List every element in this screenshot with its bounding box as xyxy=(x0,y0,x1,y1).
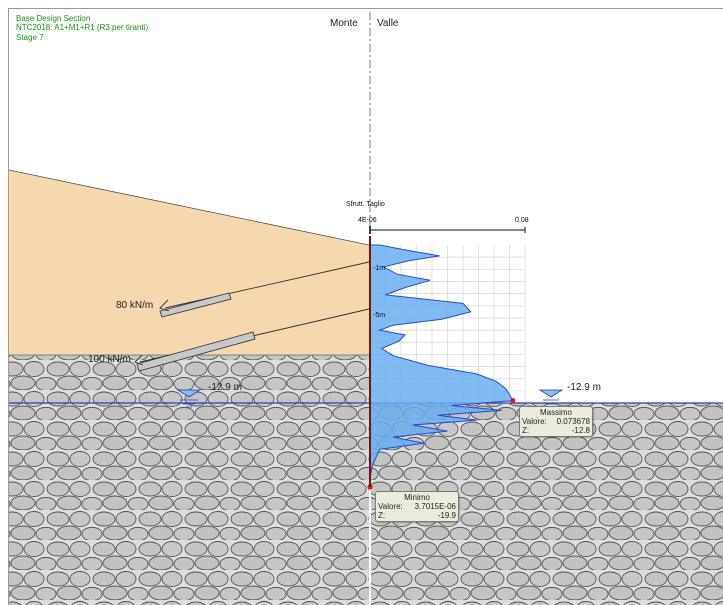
anchor-lower-label: 100 kN/m xyxy=(88,354,131,365)
diagram-point-massimo xyxy=(510,398,516,404)
header-section-name: Base Design Section xyxy=(16,14,91,23)
header-stage: Stage 7 xyxy=(16,33,44,42)
water-level-label-left: -12.9 m xyxy=(208,382,242,393)
anchor-upper-tendon xyxy=(164,261,370,309)
min-callout-title: Minimo xyxy=(404,493,430,502)
max-callout-value: 0.073678 xyxy=(556,417,590,426)
diagram-depth-label-5m: -5m xyxy=(373,312,386,319)
diagram-area-series xyxy=(369,244,514,487)
diagram-depth-label-1m: -1m xyxy=(373,265,386,272)
min-callout-z: -19.9 xyxy=(437,511,456,520)
anchor-upper-arrow xyxy=(159,299,170,312)
water-symbol-right xyxy=(538,389,564,405)
diagram-title: Sfrutt. Taglio xyxy=(346,201,385,208)
max-callout-z-label: Z xyxy=(522,426,527,435)
ground-surface-line xyxy=(8,169,370,246)
min-callout-value-label: Valore: xyxy=(378,502,403,511)
soil-layer xyxy=(9,170,369,355)
shear-utilization-diagram xyxy=(367,226,526,490)
min-callout-value: 3.7015E-06 xyxy=(414,502,456,511)
max-callout-value-label: Valore: xyxy=(522,417,547,426)
min-value-callout: Minimo Valore: 3.7015E-06 Z: -19.9 xyxy=(375,491,459,522)
side-label-valle: Valle xyxy=(377,18,399,29)
min-callout-z-label: Z xyxy=(378,511,383,520)
header-combination: NTC2018: A1+M1+R1 (R3 per tiranti) xyxy=(16,23,149,32)
frame xyxy=(8,8,723,605)
diagram-axis-min: 4E-06 xyxy=(358,217,377,224)
anchor-lower-arrow xyxy=(134,354,144,366)
anchor-lower-bulb xyxy=(136,331,256,372)
max-value-callout: Massimo Valore: 0.073678 Z: -12.8 xyxy=(519,406,593,437)
anchor-upper-label: 80 kN/m xyxy=(116,300,154,311)
anchor-upper-bulb xyxy=(159,292,232,318)
diagram-axis-max: 0.08 xyxy=(515,217,529,224)
water-symbol-left xyxy=(176,389,202,408)
max-callout-z: -12.8 xyxy=(571,426,590,435)
max-callout-title: Massimo xyxy=(539,408,572,417)
water-level-label-right: -12.9 m xyxy=(567,382,601,393)
side-label-monte: Monte xyxy=(330,18,358,29)
